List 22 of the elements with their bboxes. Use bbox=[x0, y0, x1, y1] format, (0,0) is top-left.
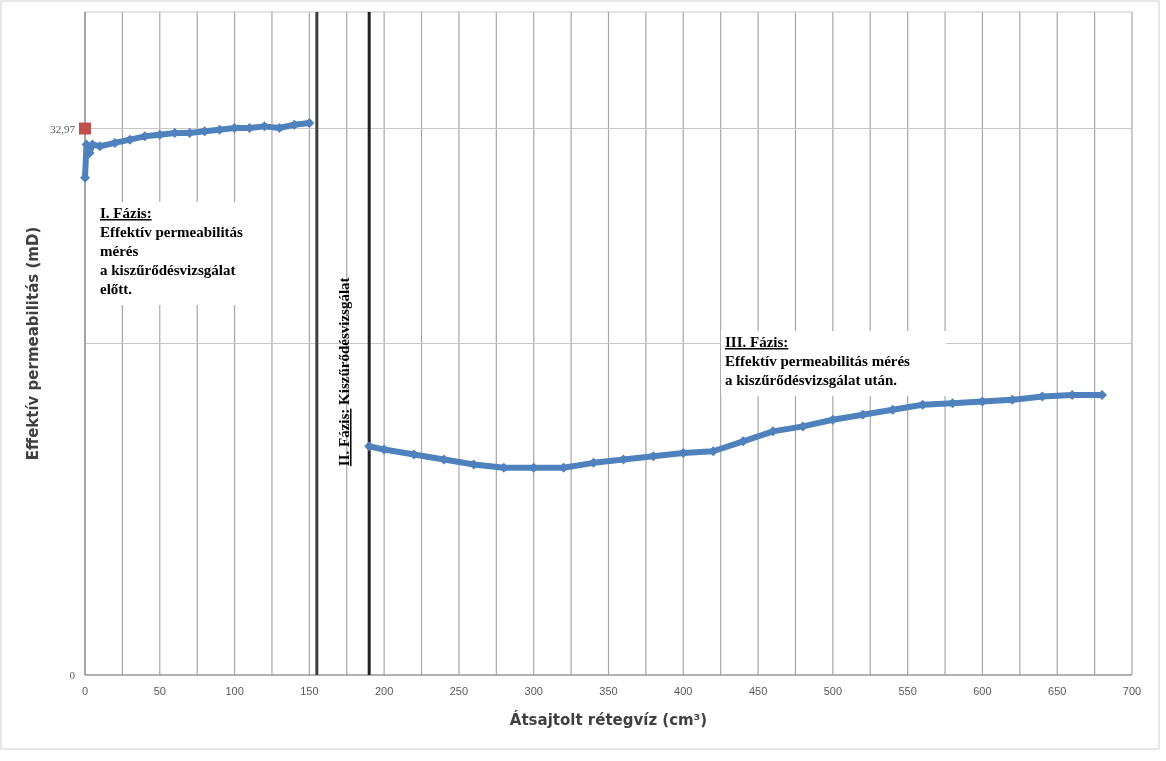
x-tick-label: 400 bbox=[674, 685, 693, 697]
y-axis-title: Effektív permeabilitás (mD) bbox=[24, 226, 42, 461]
x-tick-label: 450 bbox=[748, 685, 768, 697]
x-tick-label: 50 bbox=[153, 685, 166, 697]
x-axis-title: Átsajtolt rétegvíz (cm³) bbox=[509, 710, 708, 729]
x-tick-label: 350 bbox=[599, 685, 618, 697]
point bbox=[79, 122, 91, 135]
x-tick-label: 200 bbox=[374, 685, 394, 697]
y-tick-label: 32,97 bbox=[50, 122, 76, 135]
annotation: II. Fázis: Kiszűrődésvizsgálat bbox=[336, 277, 353, 467]
x-tick-label: 150 bbox=[300, 685, 319, 697]
annotation: I. Fázis: Effektív permeabilitás mérés a kiszűrődésvizsgálat előtt. bbox=[100, 205, 244, 297]
x-tick-label: 650 bbox=[1048, 685, 1067, 697]
x-tick-label: 600 bbox=[973, 685, 992, 697]
x-tick-label: 550 bbox=[898, 685, 917, 697]
x-tick-label: 500 bbox=[823, 685, 843, 697]
x-tick-label: 250 bbox=[449, 685, 469, 697]
x-tick-label: 300 bbox=[524, 685, 543, 697]
annotation: III. Fázis: Effektív permeabilitás mérés a kiszűrődésvizsgálat után. bbox=[725, 334, 911, 388]
x-tick-label: 100 bbox=[225, 685, 244, 697]
x-tick-label: 0 bbox=[81, 685, 89, 697]
x-tick-label: 700 bbox=[1122, 685, 1142, 697]
